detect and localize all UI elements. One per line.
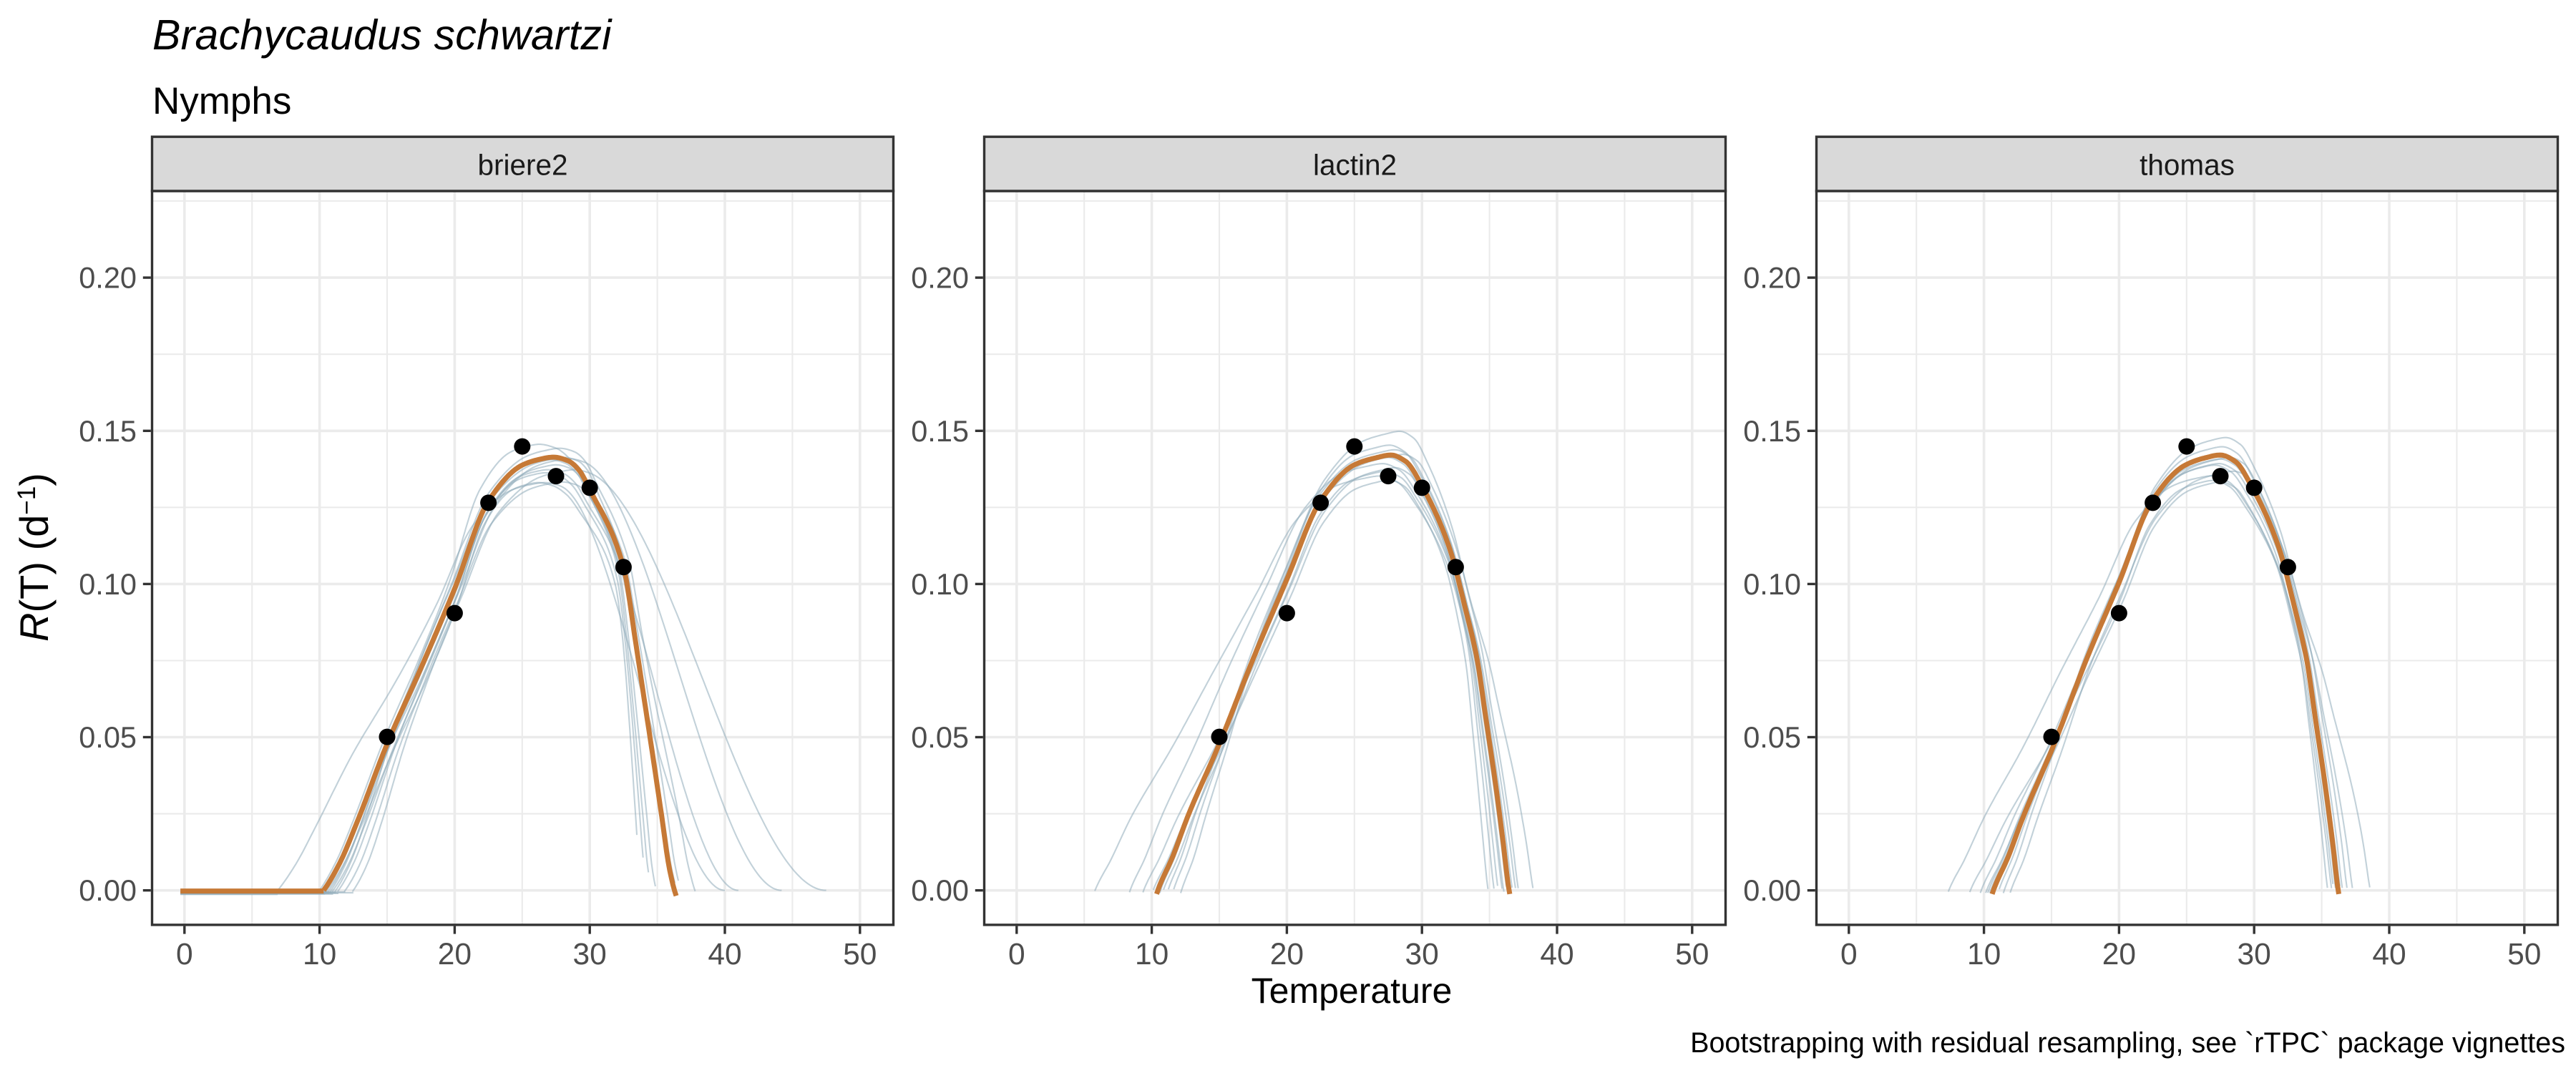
svg-text:0.05: 0.05 bbox=[1743, 720, 1801, 754]
svg-text:20: 20 bbox=[1270, 938, 1304, 971]
svg-text:Temperature: Temperature bbox=[1252, 971, 1453, 1011]
svg-text:0.15: 0.15 bbox=[79, 414, 137, 448]
svg-text:30: 30 bbox=[1405, 938, 1439, 971]
svg-text:0.05: 0.05 bbox=[79, 720, 137, 754]
svg-text:0.10: 0.10 bbox=[1743, 567, 1801, 601]
svg-text:0: 0 bbox=[1840, 938, 1858, 971]
svg-text:0.10: 0.10 bbox=[79, 567, 137, 601]
svg-text:0.00: 0.00 bbox=[1743, 873, 1801, 907]
svg-text:Bootstrapping with residual re: Bootstrapping with residual resampling, … bbox=[1690, 1027, 2565, 1059]
svg-text:0.20: 0.20 bbox=[911, 261, 969, 295]
svg-text:0.05: 0.05 bbox=[911, 720, 969, 754]
svg-text:40: 40 bbox=[1540, 938, 1574, 971]
svg-text:40: 40 bbox=[2372, 938, 2406, 971]
svg-text:0: 0 bbox=[176, 938, 193, 971]
svg-text:briere2: briere2 bbox=[477, 149, 567, 182]
svg-text:50: 50 bbox=[1675, 938, 1709, 971]
svg-text:R(T) (d−1): R(T) (d−1) bbox=[11, 473, 57, 642]
svg-text:0: 0 bbox=[1008, 938, 1025, 971]
svg-text:0.15: 0.15 bbox=[911, 414, 969, 448]
svg-text:0.15: 0.15 bbox=[1743, 414, 1801, 448]
svg-text:40: 40 bbox=[708, 938, 741, 971]
svg-text:0.00: 0.00 bbox=[911, 873, 969, 907]
svg-text:0.00: 0.00 bbox=[79, 873, 137, 907]
svg-text:10: 10 bbox=[1967, 938, 2001, 971]
svg-text:thomas: thomas bbox=[2140, 149, 2235, 182]
svg-text:Nymphs: Nymphs bbox=[152, 80, 291, 122]
svg-text:10: 10 bbox=[1135, 938, 1169, 971]
svg-text:50: 50 bbox=[2507, 938, 2541, 971]
svg-text:0.20: 0.20 bbox=[1743, 261, 1801, 295]
svg-text:lactin2: lactin2 bbox=[1313, 149, 1397, 182]
svg-text:10: 10 bbox=[303, 938, 336, 971]
svg-text:20: 20 bbox=[2102, 938, 2136, 971]
svg-text:30: 30 bbox=[2238, 938, 2271, 971]
svg-text:Brachycaudus schwartzi: Brachycaudus schwartzi bbox=[152, 11, 613, 59]
svg-text:50: 50 bbox=[843, 938, 877, 971]
svg-text:0.10: 0.10 bbox=[911, 567, 969, 601]
svg-text:30: 30 bbox=[573, 938, 607, 971]
svg-text:0.20: 0.20 bbox=[79, 261, 137, 295]
svg-text:20: 20 bbox=[438, 938, 472, 971]
